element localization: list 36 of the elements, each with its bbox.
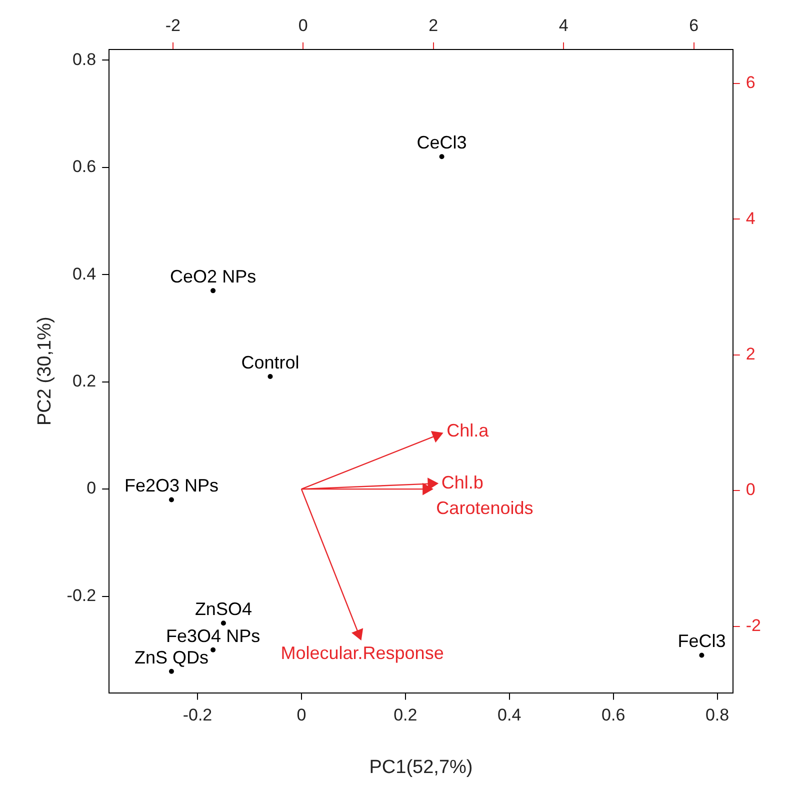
series-label: FeCl3 — [678, 631, 726, 652]
x-tick-label: 0.6 — [602, 706, 626, 725]
y-tick-label: 0.8 — [72, 50, 96, 69]
y2-tick-label: 2 — [746, 344, 756, 364]
series-label: Chl.a — [446, 420, 490, 441]
series-label: ZnSO4 — [194, 599, 252, 620]
y-axis-title: PC2 (30,1%) — [34, 316, 56, 426]
series-label: Chl.b — [441, 472, 484, 492]
x2-tick-label: 0 — [298, 16, 308, 35]
x-tick-label: 0.2 — [394, 706, 418, 725]
y-tick-label: -0.2 — [66, 586, 96, 605]
y-tick-label: 0.6 — [72, 157, 96, 176]
legend-label: Fe2O3 NPs — [124, 476, 218, 496]
x-tick-label: -0.2 — [182, 706, 212, 725]
x-tick-label: 0.8 — [705, 706, 730, 725]
x-tick-label: 0.4 — [498, 706, 522, 725]
series-label: Carotenoids — [436, 498, 534, 518]
y2-tick-label: 6 — [746, 73, 756, 92]
y2-tick-label: 0 — [746, 480, 756, 500]
x-axis-title: PC1(52,7%) — [369, 756, 473, 778]
x2-tick-label: 4 — [558, 16, 568, 35]
y-tick-label: 0.2 — [72, 372, 96, 391]
x2-tick-label: 6 — [689, 16, 699, 35]
series-label: Fe3O4 NPs — [166, 626, 260, 646]
x-tick-label: 0 — [296, 706, 306, 725]
series-label: CeCl3 — [416, 132, 467, 153]
series-label: Molecular.Response — [280, 642, 444, 663]
series-label: Control — [241, 352, 300, 372]
x2-tick-label: -2 — [165, 16, 180, 35]
y2-tick-label: 4 — [746, 208, 756, 228]
y-tick-label: 0.4 — [72, 264, 96, 284]
x2-tick-label: 2 — [428, 16, 438, 35]
y-tick-label: 0 — [86, 478, 96, 498]
series-label: ZnS QDs — [134, 647, 208, 668]
y2-tick-label: -2 — [746, 616, 762, 635]
series-label: CeO2 NPs — [170, 266, 256, 287]
